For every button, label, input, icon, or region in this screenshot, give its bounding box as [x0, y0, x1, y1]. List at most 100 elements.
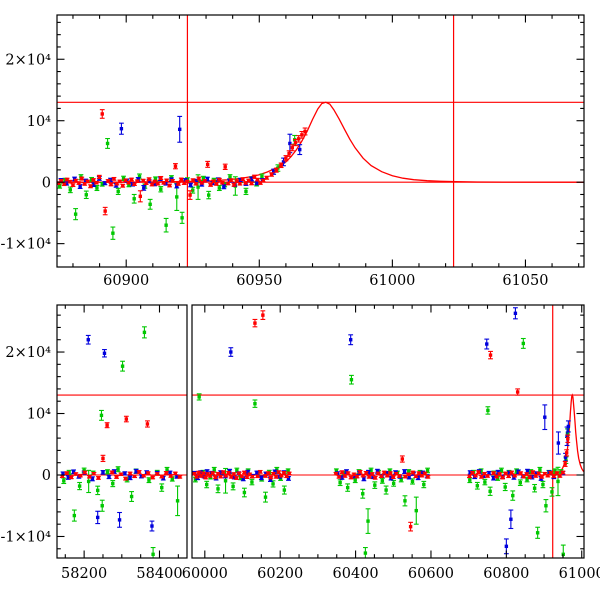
data-point-red [531, 470, 535, 474]
data-point-red [191, 178, 195, 182]
data-point-green [62, 479, 66, 483]
data-point-red [69, 475, 74, 480]
data-point-green [180, 216, 184, 220]
data-point-red [124, 417, 129, 421]
data-point-red [266, 471, 270, 475]
data-point-green [260, 174, 264, 179]
data-point-red [203, 179, 207, 183]
data-point-green [518, 480, 522, 485]
data-point-blue [147, 179, 151, 183]
data-point-red [253, 321, 257, 325]
data-point-green [73, 212, 78, 216]
data-point-red [97, 175, 102, 179]
data-point-green [425, 468, 430, 473]
data-point-green [67, 470, 71, 475]
data-point-blue [194, 179, 198, 183]
data-point-red [132, 182, 137, 186]
data-point-red [241, 177, 245, 181]
data-point-red [394, 472, 398, 476]
data-point-blue [420, 471, 425, 475]
data-point-red [194, 475, 199, 479]
data-point-red [164, 178, 169, 183]
bottom-y-tick-labels: 2×10⁴ 10⁴ 0 -1×10⁴ [0, 345, 51, 545]
data-point-red [88, 184, 93, 188]
data-point-blue [90, 477, 95, 481]
data-point-red [224, 473, 228, 478]
data-point-red [173, 471, 178, 476]
data-point-red [232, 183, 236, 187]
data-point-blue [139, 474, 144, 478]
data-point-red [59, 179, 63, 183]
data-point-red [400, 457, 405, 461]
data-point-green [84, 193, 88, 197]
bottom-frame-1 [191, 304, 585, 559]
data-point-red [71, 183, 75, 187]
data-point-blue [103, 181, 107, 185]
data-point-red [274, 475, 278, 479]
data-point-green [235, 468, 239, 473]
data-point-red [491, 471, 496, 475]
data-point-green [111, 231, 115, 235]
data-point-green [151, 552, 155, 557]
data-point-red [234, 476, 239, 480]
data-point-red [176, 182, 181, 186]
data-point-red [388, 471, 392, 475]
data-point-red [255, 474, 260, 478]
data-point-blue [366, 470, 371, 474]
data-point-red [300, 133, 304, 137]
data-point-green [282, 488, 287, 492]
data-point-green [361, 492, 365, 496]
data-point-red [132, 474, 137, 478]
data-point-red [555, 471, 559, 475]
data-point-green [263, 495, 268, 499]
data-point-green [550, 490, 554, 494]
data-point-red [263, 474, 268, 478]
data-point-red [60, 474, 64, 478]
data-point-blue [61, 471, 65, 476]
data-point-red [203, 475, 208, 480]
data-point-green [132, 197, 136, 201]
data-point-red [346, 471, 350, 475]
data-point-blue [249, 177, 254, 181]
data-point-blue [150, 524, 154, 528]
data-point-blue [71, 470, 76, 474]
top-y-tick-labels: 2×10⁴ 10⁴ 0 -1×10⁴ [0, 52, 51, 252]
data-point-green [127, 183, 131, 187]
data-point-blue [507, 471, 512, 475]
data-point-blue [246, 470, 250, 474]
data-point-green [165, 468, 169, 472]
top-data-area-0 [57, 15, 584, 267]
data-point-blue [205, 469, 209, 474]
data-point-green [407, 469, 411, 474]
data-point-red [370, 472, 374, 476]
data-point-blue [565, 434, 569, 438]
data-point-red [123, 476, 128, 481]
data-point-blue [255, 471, 259, 475]
data-point-green [353, 478, 357, 482]
data-point-red [352, 472, 356, 477]
data-point-red [367, 475, 371, 479]
data-point-red [220, 181, 224, 185]
data-point-red [182, 181, 186, 185]
data-point-green [250, 480, 254, 484]
y-tick-label: 2×10⁴ [5, 345, 51, 361]
data-point-red [68, 179, 72, 184]
y-tick-label: -1×10⁴ [0, 237, 51, 253]
data-point-green [95, 186, 99, 190]
data-point-red [123, 178, 128, 182]
data-point-green [147, 478, 151, 482]
data-point-blue [543, 415, 547, 419]
data-point-blue [112, 469, 116, 474]
data-point-green [159, 187, 163, 191]
data-point-green [538, 468, 542, 472]
x-tick-label: 60800 [483, 566, 529, 582]
data-point-blue [92, 183, 96, 187]
data-point-green [338, 480, 342, 485]
data-point-red [242, 470, 247, 475]
data-point-green [57, 184, 62, 188]
bottom-x-ticks-0 [64, 305, 179, 558]
data-point-green [100, 182, 104, 186]
data-point-red [358, 470, 362, 474]
data-point-green [129, 494, 134, 499]
data-point-red [269, 172, 274, 177]
